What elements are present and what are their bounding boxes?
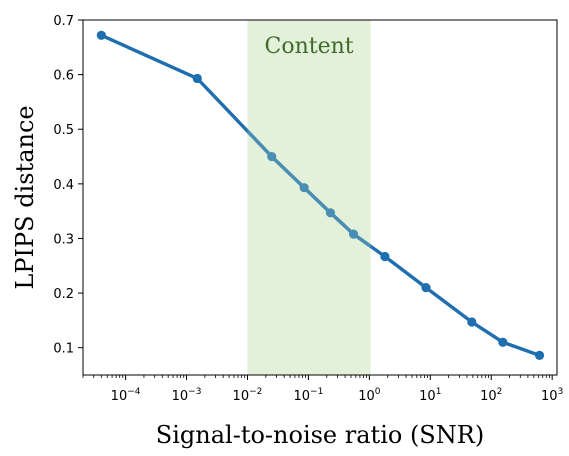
- x-tick-label: 10−2: [233, 387, 263, 404]
- data-point: [380, 251, 390, 262]
- series-layer: [96, 30, 545, 360]
- x-tick-label: 100: [358, 387, 381, 404]
- data-point: [267, 151, 277, 162]
- data-point: [534, 350, 545, 360]
- y-tick-label: 0.2: [53, 287, 74, 302]
- content-region: [247, 20, 371, 375]
- y-tick-label: 0.1: [53, 342, 74, 357]
- plot-frame: [82, 19, 558, 376]
- y-tick-label: 0.6: [53, 69, 74, 84]
- axes: 0.1 0.2 0.3 0.4 0.5 0.6 0.7 10−4 10−3 10−2 10−1 100…: [53, 14, 563, 404]
- data-point: [498, 337, 508, 347]
- data-point: [299, 183, 309, 193]
- data-point: [467, 317, 477, 327]
- y-tick-label: 0.7: [53, 14, 74, 29]
- data-point: [348, 229, 359, 239]
- x-axis-title: Signal-to-noise ratio (SNR): [156, 421, 484, 449]
- region-label: Content: [264, 34, 353, 59]
- x-tick-label: 10−1: [294, 387, 324, 404]
- x-tick-label: 10−3: [172, 387, 202, 404]
- content-region-fill: [247, 20, 371, 375]
- x-tick-label: 10−4: [111, 387, 141, 404]
- x-tick-label: 103: [541, 387, 563, 404]
- y-tick-label: 0.4: [53, 178, 74, 193]
- data-point: [96, 30, 106, 40]
- data-point: [421, 283, 431, 293]
- data-point: [192, 73, 202, 84]
- y-tick-label: 0.3: [53, 232, 74, 247]
- data-point: [325, 208, 336, 218]
- x-tick-label: 101: [419, 387, 441, 404]
- y-axis-title: LPIPS distance: [11, 105, 39, 289]
- y-tick-label: 0.5: [53, 123, 74, 138]
- x-tick-label: 102: [480, 387, 502, 404]
